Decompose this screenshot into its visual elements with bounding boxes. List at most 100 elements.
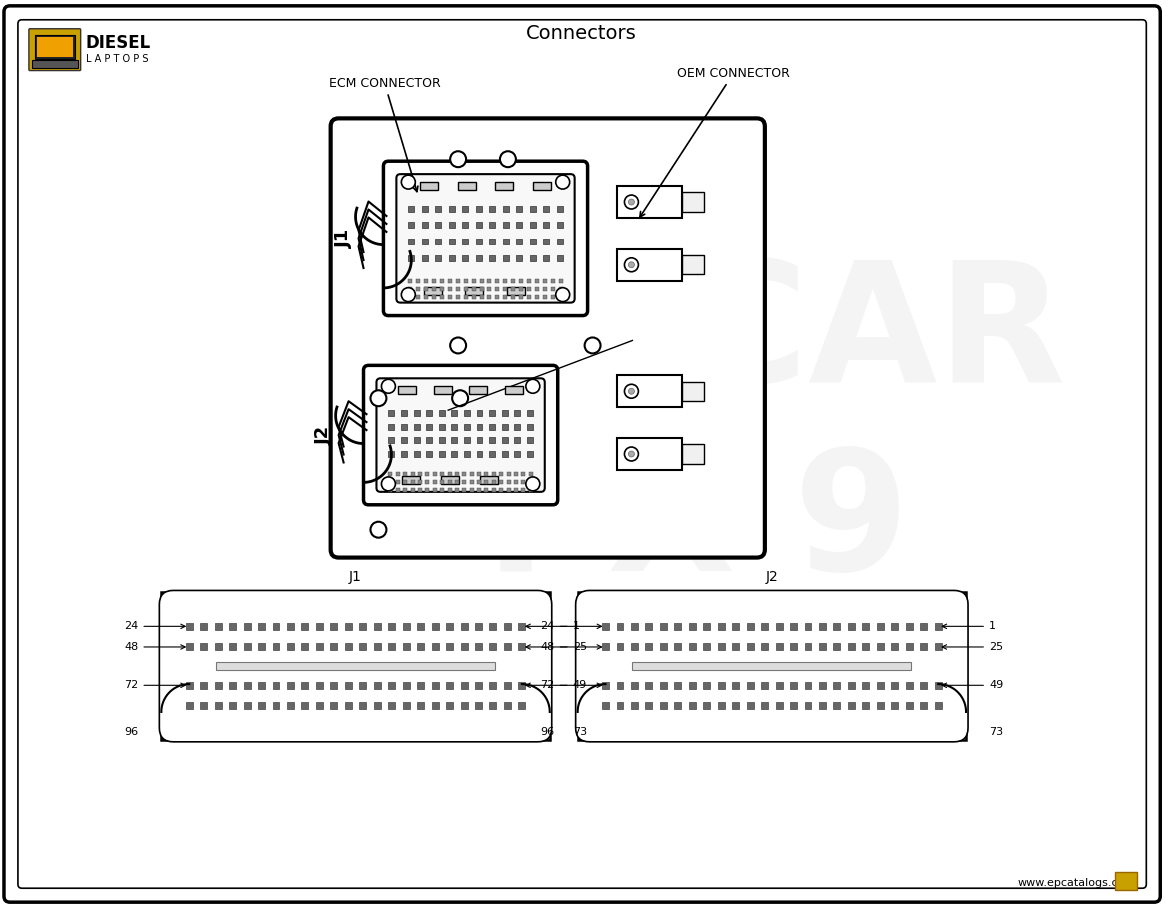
Bar xyxy=(331,644,338,650)
Bar xyxy=(215,703,222,709)
Bar xyxy=(229,703,236,709)
FancyBboxPatch shape xyxy=(383,162,588,316)
Bar xyxy=(448,472,451,476)
Circle shape xyxy=(629,199,635,205)
Bar xyxy=(316,703,323,709)
Bar xyxy=(286,644,293,650)
Bar xyxy=(490,239,496,244)
Bar xyxy=(519,287,523,291)
Bar xyxy=(441,480,444,484)
Bar xyxy=(388,450,394,457)
Bar xyxy=(388,438,394,443)
Bar xyxy=(461,623,468,630)
Text: L A P T O P S: L A P T O P S xyxy=(85,54,148,64)
Bar xyxy=(503,255,509,261)
Bar xyxy=(477,438,483,443)
Bar xyxy=(388,480,393,484)
Bar xyxy=(258,623,265,630)
Bar xyxy=(462,489,466,492)
Bar xyxy=(433,489,437,492)
Bar xyxy=(403,489,407,492)
Bar xyxy=(675,623,682,630)
Bar xyxy=(675,644,682,650)
Bar xyxy=(447,682,454,689)
Bar xyxy=(408,239,414,244)
Bar xyxy=(243,623,250,630)
Bar xyxy=(424,287,428,291)
Text: 73: 73 xyxy=(573,727,587,737)
Circle shape xyxy=(629,389,635,394)
Bar xyxy=(514,424,520,429)
Bar xyxy=(683,255,704,274)
Bar xyxy=(427,438,433,443)
Bar xyxy=(451,438,457,443)
Bar xyxy=(775,623,782,630)
Bar xyxy=(345,623,352,630)
Bar xyxy=(464,287,468,291)
Bar xyxy=(331,623,338,630)
Bar xyxy=(455,472,459,476)
Bar xyxy=(401,450,407,457)
Bar xyxy=(645,682,652,689)
Bar xyxy=(906,682,913,689)
Bar xyxy=(517,239,523,244)
Bar xyxy=(833,703,841,709)
Bar xyxy=(480,476,498,484)
Bar xyxy=(819,644,826,650)
Bar xyxy=(427,450,433,457)
Bar xyxy=(402,623,409,630)
Bar xyxy=(471,279,476,283)
Bar xyxy=(935,623,942,630)
Bar xyxy=(359,623,366,630)
Bar xyxy=(186,682,193,689)
Bar xyxy=(401,438,407,443)
Bar xyxy=(502,438,507,443)
Bar xyxy=(417,644,424,650)
Bar xyxy=(345,703,352,709)
Circle shape xyxy=(500,152,516,167)
Bar xyxy=(302,623,309,630)
Bar xyxy=(243,703,250,709)
Bar xyxy=(761,623,768,630)
Circle shape xyxy=(452,390,468,406)
Bar xyxy=(433,295,436,299)
Bar xyxy=(464,279,468,283)
Bar xyxy=(877,682,884,689)
Bar xyxy=(374,623,381,630)
Bar xyxy=(420,183,438,190)
Bar xyxy=(544,239,549,244)
Bar xyxy=(403,480,407,484)
Bar xyxy=(475,682,482,689)
Bar xyxy=(408,255,414,261)
Bar xyxy=(602,703,609,709)
Bar xyxy=(503,206,509,212)
Bar xyxy=(470,386,487,394)
Bar xyxy=(427,424,433,429)
Text: DIESEL: DIESEL xyxy=(85,34,151,52)
Bar xyxy=(435,222,441,228)
Bar xyxy=(535,287,539,291)
Bar xyxy=(302,644,309,650)
Bar xyxy=(388,623,395,630)
Bar xyxy=(521,489,525,492)
Bar xyxy=(848,703,855,709)
Bar xyxy=(514,472,518,476)
Bar xyxy=(906,644,913,650)
Bar xyxy=(200,682,207,689)
Bar xyxy=(496,183,513,190)
Bar xyxy=(504,644,511,650)
Bar xyxy=(448,480,451,484)
Bar xyxy=(559,295,562,299)
Circle shape xyxy=(381,380,395,393)
Bar xyxy=(504,279,507,283)
Bar xyxy=(935,703,942,709)
Bar xyxy=(732,682,739,689)
Text: 48: 48 xyxy=(540,642,602,652)
Bar xyxy=(410,489,415,492)
Bar xyxy=(374,703,381,709)
Bar xyxy=(438,450,444,457)
Bar xyxy=(462,239,469,244)
Bar xyxy=(659,644,666,650)
Bar xyxy=(435,239,441,244)
FancyBboxPatch shape xyxy=(331,118,765,558)
